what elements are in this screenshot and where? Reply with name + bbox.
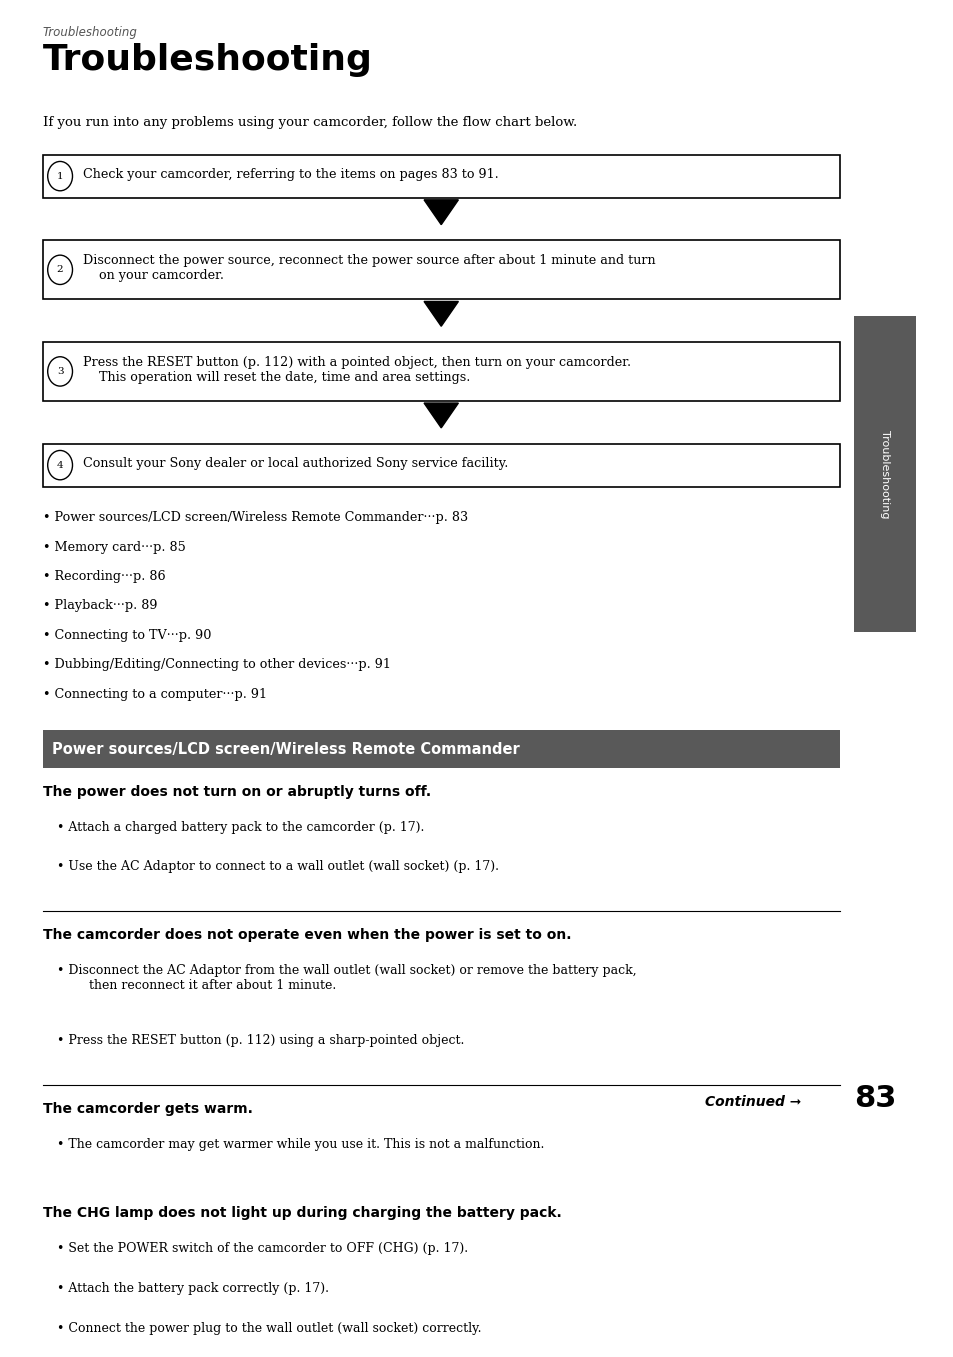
Text: • Attach a charged battery pack to the camcorder (p. 17).: • Attach a charged battery pack to the c… xyxy=(57,821,424,833)
FancyBboxPatch shape xyxy=(853,316,915,632)
FancyBboxPatch shape xyxy=(43,444,839,487)
Text: Press the RESET button (p. 112) with a pointed object, then turn on your camcord: Press the RESET button (p. 112) with a p… xyxy=(83,356,631,384)
Text: The CHG lamp does not light up during charging the battery pack.: The CHG lamp does not light up during ch… xyxy=(43,1206,561,1220)
Text: • Press the RESET button (p. 112) using a sharp-pointed object.: • Press the RESET button (p. 112) using … xyxy=(57,1034,464,1048)
Text: • Memory card···p. 85: • Memory card···p. 85 xyxy=(43,541,186,554)
Text: • Dubbing/Editing/Connecting to other devices···p. 91: • Dubbing/Editing/Connecting to other de… xyxy=(43,658,391,672)
Text: The power does not turn on or abruptly turns off.: The power does not turn on or abruptly t… xyxy=(43,784,431,799)
Text: • Connecting to TV···p. 90: • Connecting to TV···p. 90 xyxy=(43,628,211,642)
Text: 83: 83 xyxy=(853,1084,895,1113)
Text: Continued ➞: Continued ➞ xyxy=(704,1095,801,1109)
Text: • Disconnect the AC Adaptor from the wall outlet (wall socket) or remove the bat: • Disconnect the AC Adaptor from the wal… xyxy=(57,965,637,992)
Text: Troubleshooting: Troubleshooting xyxy=(43,43,373,77)
Polygon shape xyxy=(423,199,458,225)
Circle shape xyxy=(48,451,72,480)
Text: Disconnect the power source, reconnect the power source after about 1 minute and: Disconnect the power source, reconnect t… xyxy=(83,254,655,282)
Text: Power sources/LCD screen/Wireless Remote Commander: Power sources/LCD screen/Wireless Remote… xyxy=(52,741,519,757)
FancyBboxPatch shape xyxy=(43,342,839,400)
Circle shape xyxy=(48,357,72,387)
FancyBboxPatch shape xyxy=(43,155,839,198)
Polygon shape xyxy=(423,403,458,427)
Text: The camcorder gets warm.: The camcorder gets warm. xyxy=(43,1102,253,1117)
Text: If you run into any problems using your camcorder, follow the flow chart below.: If you run into any problems using your … xyxy=(43,117,577,129)
Text: • The camcorder may get warmer while you use it. This is not a malfunction.: • The camcorder may get warmer while you… xyxy=(57,1139,544,1152)
Text: Troubleshooting: Troubleshooting xyxy=(43,26,137,39)
Text: 2: 2 xyxy=(57,266,63,274)
Text: • Power sources/LCD screen/Wireless Remote Commander···p. 83: • Power sources/LCD screen/Wireless Remo… xyxy=(43,512,468,524)
Text: • Playback···p. 89: • Playback···p. 89 xyxy=(43,600,157,612)
Text: Troubleshooting: Troubleshooting xyxy=(879,430,889,518)
Text: • Use the AC Adaptor to connect to a wall outlet (wall socket) (p. 17).: • Use the AC Adaptor to connect to a wal… xyxy=(57,860,498,874)
Circle shape xyxy=(48,161,72,191)
Text: 3: 3 xyxy=(57,366,63,376)
Text: The camcorder does not operate even when the power is set to on.: The camcorder does not operate even when… xyxy=(43,928,571,942)
Text: • Recording···p. 86: • Recording···p. 86 xyxy=(43,570,166,584)
Text: Consult your Sony dealer or local authorized Sony service facility.: Consult your Sony dealer or local author… xyxy=(83,457,508,471)
Text: • Set the POWER switch of the camcorder to OFF (CHG) (p. 17).: • Set the POWER switch of the camcorder … xyxy=(57,1243,468,1255)
Text: 1: 1 xyxy=(57,171,63,180)
Polygon shape xyxy=(423,301,458,326)
Text: 4: 4 xyxy=(57,460,63,470)
Text: • Attach the battery pack correctly (p. 17).: • Attach the battery pack correctly (p. … xyxy=(57,1282,329,1295)
FancyBboxPatch shape xyxy=(43,730,839,768)
Circle shape xyxy=(48,255,72,285)
Text: • Connecting to a computer···p. 91: • Connecting to a computer···p. 91 xyxy=(43,688,267,700)
Text: Check your camcorder, referring to the items on pages 83 to 91.: Check your camcorder, referring to the i… xyxy=(83,168,498,182)
Text: • Connect the power plug to the wall outlet (wall socket) correctly.: • Connect the power plug to the wall out… xyxy=(57,1322,481,1335)
FancyBboxPatch shape xyxy=(43,240,839,299)
